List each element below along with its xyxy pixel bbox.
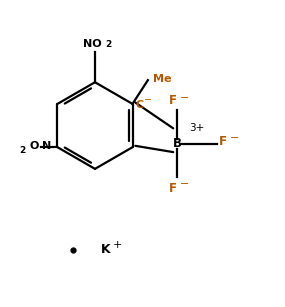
Text: F: F <box>168 182 176 195</box>
Text: 3+: 3+ <box>189 123 205 133</box>
Text: −: − <box>180 93 189 103</box>
Text: NO: NO <box>83 39 101 49</box>
Text: K: K <box>101 243 111 255</box>
Text: O: O <box>30 141 39 150</box>
Text: F: F <box>168 94 176 107</box>
Text: F: F <box>219 135 227 148</box>
Text: B: B <box>173 137 182 150</box>
Text: 2: 2 <box>19 146 25 155</box>
Text: +: + <box>113 240 122 250</box>
Text: Me: Me <box>153 74 172 84</box>
Text: C: C <box>136 100 144 110</box>
Text: N: N <box>42 141 51 150</box>
Text: −: − <box>144 95 152 105</box>
Text: −: − <box>180 179 189 188</box>
Text: −: − <box>230 133 239 142</box>
Text: 2: 2 <box>105 40 111 49</box>
